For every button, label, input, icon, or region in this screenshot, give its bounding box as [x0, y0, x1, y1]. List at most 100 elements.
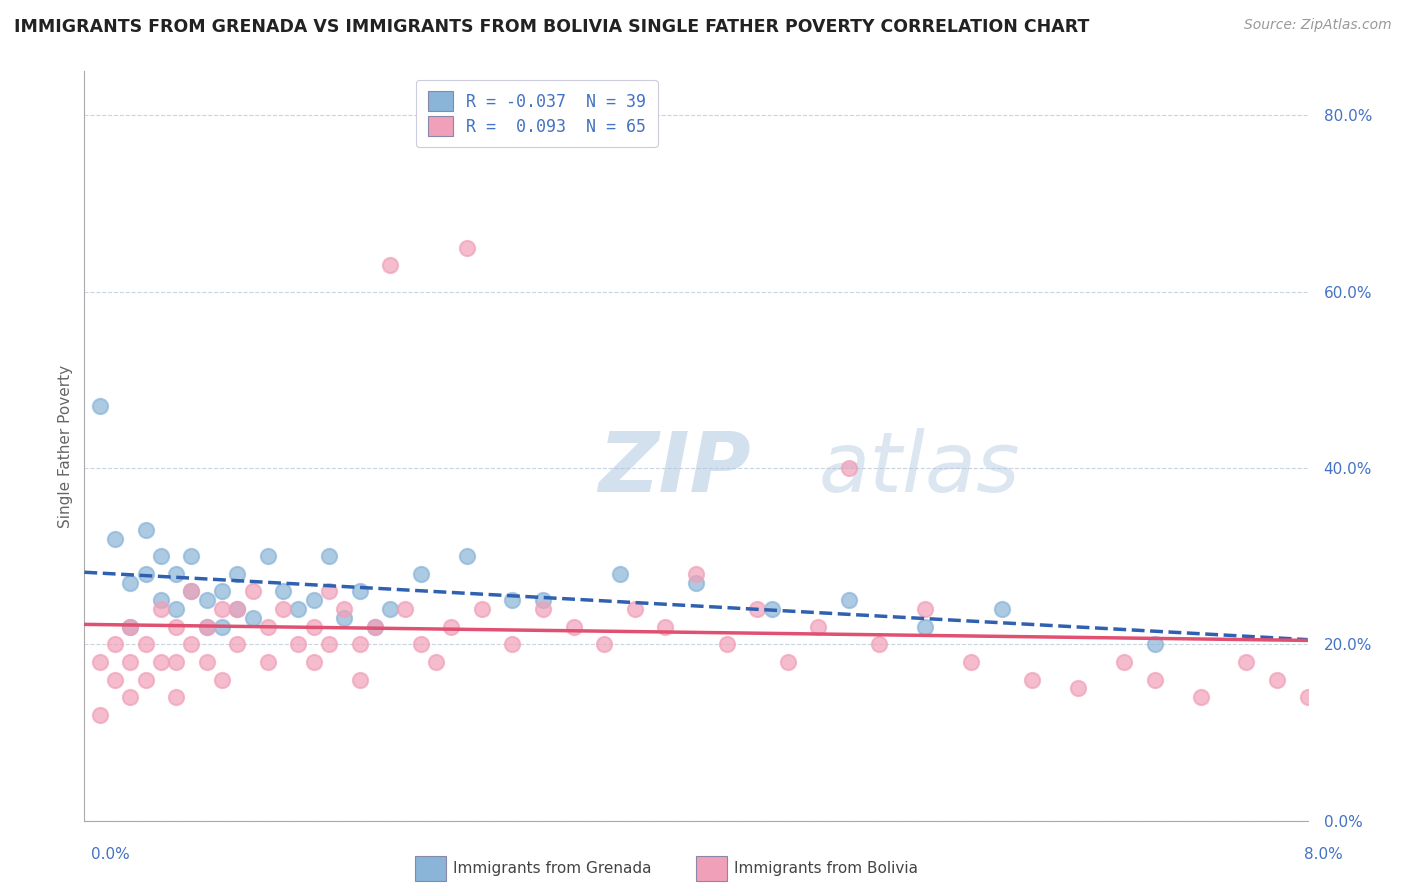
Point: [425, 655, 447, 669]
Point: [287, 637, 309, 651]
Point: [409, 566, 432, 581]
Point: [1021, 673, 1043, 687]
Point: [471, 602, 494, 616]
Point: [1189, 690, 1212, 705]
Point: [685, 566, 707, 581]
Point: [165, 566, 187, 581]
Point: [211, 602, 233, 616]
Point: [211, 673, 233, 687]
Point: [271, 602, 294, 616]
Point: [364, 620, 387, 634]
Point: [991, 602, 1014, 616]
Point: [1236, 655, 1258, 669]
Point: [104, 637, 127, 651]
Point: [333, 611, 356, 625]
Point: [195, 620, 218, 634]
Point: [120, 690, 142, 705]
Point: [838, 461, 860, 475]
Point: [302, 620, 325, 634]
Point: [149, 602, 172, 616]
Point: [135, 673, 157, 687]
Point: [394, 602, 416, 616]
Point: [761, 602, 783, 616]
Point: [195, 620, 218, 634]
Point: [318, 584, 340, 599]
Point: [318, 637, 340, 651]
Point: [502, 593, 524, 607]
Point: [318, 549, 340, 564]
Point: [271, 584, 294, 599]
Point: [593, 637, 616, 651]
Point: [349, 584, 371, 599]
Point: [380, 258, 402, 272]
Point: [89, 707, 111, 722]
Text: 0.0%: 0.0%: [91, 847, 131, 862]
Point: [257, 549, 280, 564]
Point: [1143, 673, 1166, 687]
Point: [242, 584, 264, 599]
Legend: R = -0.037  N = 39, R =  0.093  N = 65: R = -0.037 N = 39, R = 0.093 N = 65: [416, 79, 658, 147]
Point: [1143, 637, 1166, 651]
Point: [349, 673, 371, 687]
Point: [914, 620, 936, 634]
Point: [211, 620, 233, 634]
Point: [1067, 681, 1090, 696]
Point: [226, 602, 249, 616]
Point: [135, 637, 157, 651]
Text: 8.0%: 8.0%: [1303, 847, 1343, 862]
Point: [562, 620, 585, 634]
Point: [195, 655, 218, 669]
Point: [409, 637, 432, 651]
Y-axis label: Single Father Poverty: Single Father Poverty: [58, 365, 73, 527]
Point: [531, 602, 554, 616]
Point: [531, 593, 554, 607]
Point: [302, 593, 325, 607]
Point: [257, 620, 280, 634]
Point: [180, 584, 202, 599]
Point: [502, 637, 524, 651]
Point: [180, 549, 202, 564]
Point: [349, 637, 371, 651]
Point: [180, 584, 202, 599]
Text: Immigrants from Grenada: Immigrants from Grenada: [453, 862, 651, 876]
Point: [364, 620, 387, 634]
Text: Immigrants from Bolivia: Immigrants from Bolivia: [734, 862, 918, 876]
Point: [456, 241, 478, 255]
Point: [211, 584, 233, 599]
Point: [195, 593, 218, 607]
Point: [869, 637, 891, 651]
Point: [440, 620, 463, 634]
Point: [716, 637, 738, 651]
Point: [135, 566, 157, 581]
Point: [120, 655, 142, 669]
Point: [654, 620, 676, 634]
Point: [960, 655, 983, 669]
Point: [104, 673, 127, 687]
Point: [257, 655, 280, 669]
Point: [624, 602, 647, 616]
Point: [302, 655, 325, 669]
Point: [242, 611, 264, 625]
Text: atlas: atlas: [818, 428, 1019, 509]
Point: [226, 566, 249, 581]
Point: [120, 620, 142, 634]
Point: [180, 637, 202, 651]
Point: [135, 523, 157, 537]
Point: [1296, 690, 1319, 705]
Point: [838, 593, 860, 607]
Point: [165, 620, 187, 634]
Point: [776, 655, 799, 669]
Point: [89, 400, 111, 414]
Point: [149, 655, 172, 669]
Point: [120, 620, 142, 634]
Point: [165, 690, 187, 705]
Point: [226, 637, 249, 651]
Point: [165, 602, 187, 616]
Text: IMMIGRANTS FROM GRENADA VS IMMIGRANTS FROM BOLIVIA SINGLE FATHER POVERTY CORRELA: IMMIGRANTS FROM GRENADA VS IMMIGRANTS FR…: [14, 18, 1090, 36]
Point: [1265, 673, 1288, 687]
Point: [89, 655, 111, 669]
Point: [226, 602, 249, 616]
Point: [104, 532, 127, 546]
Point: [685, 575, 707, 590]
Point: [456, 549, 478, 564]
